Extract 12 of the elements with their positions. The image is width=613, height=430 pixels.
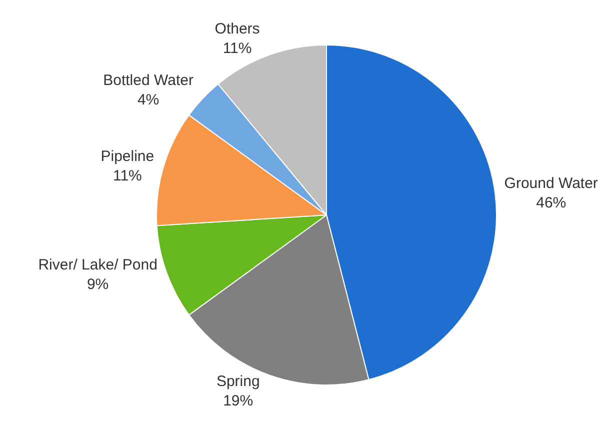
slice-label: Spring [216, 372, 260, 390]
slice-label: Ground Water [504, 175, 598, 192]
data-label: 4% [137, 91, 160, 108]
data-label: 46% [536, 194, 566, 212]
slice-label: Bottled Water [103, 72, 194, 89]
slice-label: River/ Lake/ Pond [38, 256, 158, 274]
slice-label: Pipeline [100, 148, 154, 165]
data-label: 9% [86, 276, 109, 293]
data-label: 19% [223, 392, 254, 410]
data-label: 11% [112, 167, 142, 184]
data-label: 11% [222, 40, 252, 58]
slice-label: Others [214, 20, 260, 38]
